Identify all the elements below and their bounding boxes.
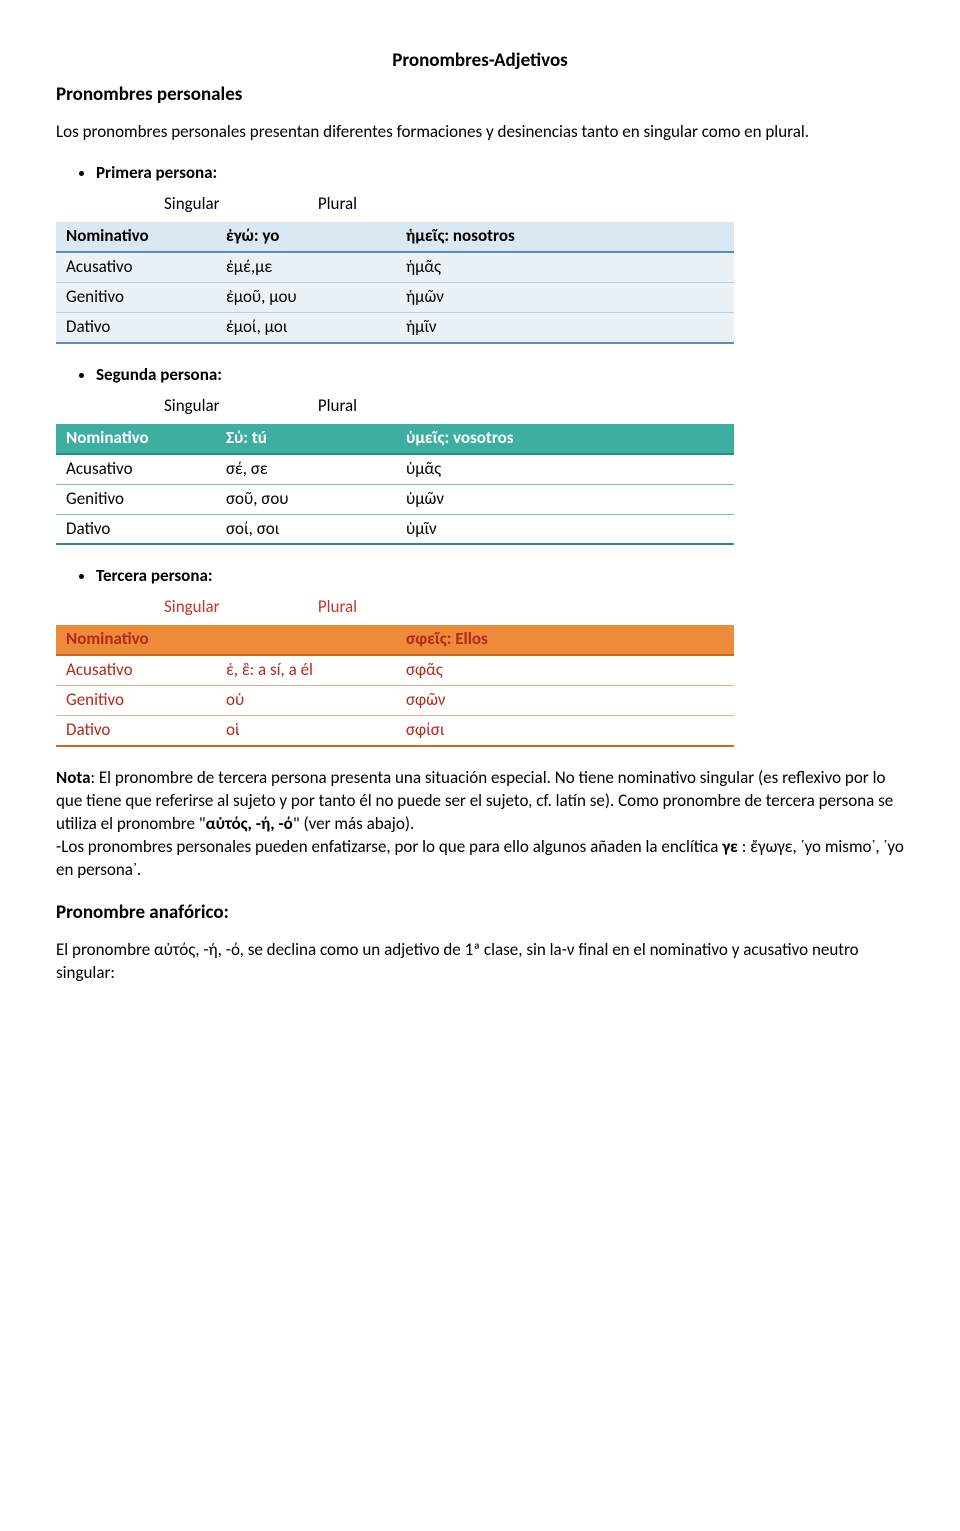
table-primera-persona: Nominativo ἐγώ: yo ἡμεῖς: nosotros Acusa…: [56, 222, 734, 344]
table2-col-headers: Singular Plural: [164, 395, 904, 418]
heading-personales: Pronombres personales: [56, 82, 904, 108]
cell: ἐμοῦ, μου: [216, 282, 396, 312]
cell: [216, 625, 396, 655]
bullet-primera: Primera persona:: [96, 162, 904, 185]
table1-col-headers: Singular Plural: [164, 193, 904, 216]
cell: ἐγώ: yo: [216, 222, 396, 252]
table-segunda-persona: Nominativo Σύ: tú ὑμεῖς: vosotros Acusat…: [56, 424, 734, 546]
cell: Genitivo: [56, 686, 216, 716]
cell: σφεῖς: Ellos: [396, 625, 734, 655]
col-plural: Plural: [318, 395, 468, 418]
bullet-segunda: Segunda persona:: [96, 364, 904, 387]
cell: ὑμᾶς: [396, 454, 734, 484]
col-singular: Singular: [164, 596, 314, 619]
cell: Genitivo: [56, 484, 216, 514]
anaforico-paragraph: El pronombre αὐτός, -ή, -ό, se declina c…: [56, 939, 904, 985]
cell: σφίσι: [396, 716, 734, 746]
cell: Nominativo: [56, 222, 216, 252]
col-plural: Plural: [318, 193, 468, 216]
cell: ἡμᾶς: [396, 252, 734, 282]
cell: σοί, σοι: [216, 514, 396, 544]
nota-lead: Nota: [56, 767, 90, 788]
cell: Nominativo: [56, 424, 216, 454]
page-title: Pronombres-Adjetivos: [56, 48, 904, 74]
cell: ὑμῖν: [396, 514, 734, 544]
nota-paragraph: Nota: El pronombre de tercera persona pr…: [56, 767, 904, 882]
cell: Acusativo: [56, 252, 216, 282]
cell: ἑ, ἓ: a sí, a él: [216, 655, 396, 685]
cell: Σύ: tú: [216, 424, 396, 454]
cell: ἐμοί, μοι: [216, 312, 396, 342]
cell: Acusativo: [56, 454, 216, 484]
cell: Nominativo: [56, 625, 216, 655]
nota-autos: αὐτός, -ή, -ό: [206, 813, 293, 834]
col-singular: Singular: [164, 395, 314, 418]
nota-latin-se: . latín se: [547, 790, 604, 811]
cell: Acusativo: [56, 655, 216, 685]
table3-col-headers: Singular Plural: [164, 596, 904, 619]
cell: Dativo: [56, 716, 216, 746]
cell: ὑμῶν: [396, 484, 734, 514]
bullet-tercera: Tercera persona:: [96, 565, 904, 588]
cell: Dativo: [56, 514, 216, 544]
nota-body3: " (ver más abajo).: [293, 813, 414, 834]
cell: ἡμῖν: [396, 312, 734, 342]
heading-anaforico: Pronombre anafórico:: [56, 900, 904, 926]
cell: Genitivo: [56, 282, 216, 312]
cell: οὑ: [216, 686, 396, 716]
cell: σοῦ, σου: [216, 484, 396, 514]
cell: ἡμῶν: [396, 282, 734, 312]
nota-ge: γε: [722, 836, 738, 857]
cell: ὑμεῖς: vosotros: [396, 424, 734, 454]
cell: ἐμέ,με: [216, 252, 396, 282]
cell: σφᾶς: [396, 655, 734, 685]
table-tercera-persona: Nominativo σφεῖς: Ellos Acusativo ἑ, ἓ: …: [56, 625, 734, 747]
col-plural: Plural: [318, 596, 468, 619]
cell: οἱ: [216, 716, 396, 746]
col-singular: Singular: [164, 193, 314, 216]
intro-paragraph: Los pronombres personales presentan dife…: [56, 121, 904, 144]
cell: Dativo: [56, 312, 216, 342]
cell: σφῶν: [396, 686, 734, 716]
cell: σέ, σε: [216, 454, 396, 484]
nota-line2a: -Los pronombres personales pueden enfati…: [56, 836, 722, 857]
cell: ἡμεῖς: nosotros: [396, 222, 734, 252]
